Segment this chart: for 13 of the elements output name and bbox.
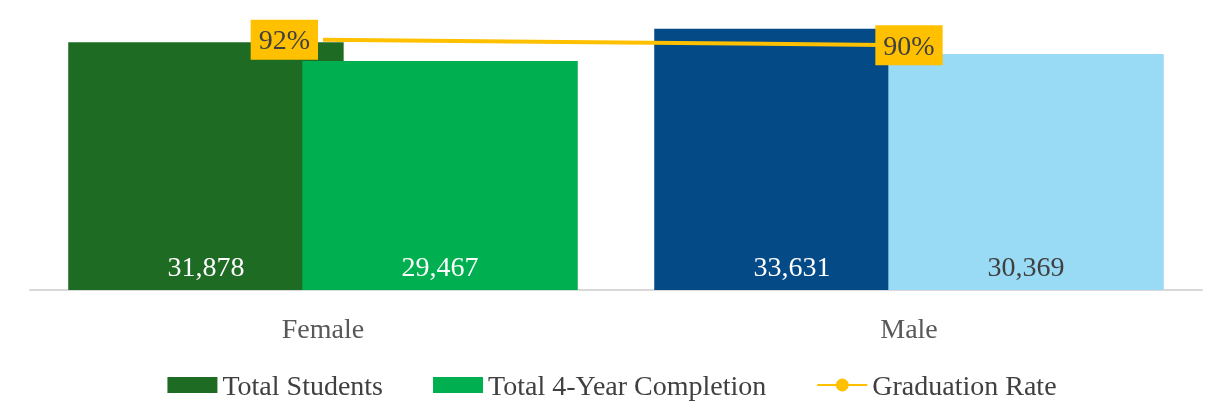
data-label: 33,631 [753, 250, 831, 282]
legend-label: Total 4-Year Completion [488, 369, 767, 401]
bar [888, 53, 1164, 290]
legend-label: Graduation Rate [872, 369, 1057, 401]
data-label: 92% [258, 24, 310, 56]
data-label: 30,369 [987, 250, 1065, 282]
legend-label: Total Students [222, 369, 384, 401]
data-label: 31,878 [167, 250, 245, 282]
x-tick-label: Female [281, 312, 365, 344]
data-label: 90% [883, 29, 935, 61]
data-label: 29,467 [401, 250, 479, 282]
bar [302, 61, 578, 290]
x-tick-label: Male [880, 312, 938, 344]
